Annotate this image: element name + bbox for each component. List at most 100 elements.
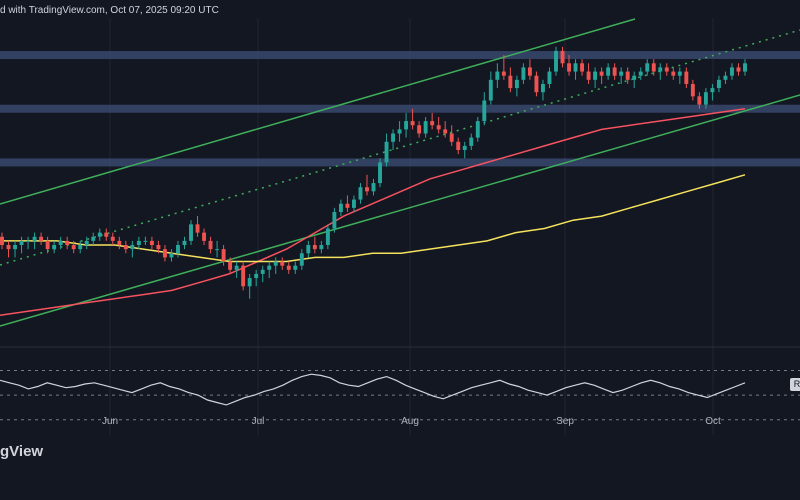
candle-body	[97, 232, 102, 237]
candle-body	[684, 71, 689, 84]
horizontal-zone-2	[0, 104, 800, 113]
candle-body	[527, 67, 532, 76]
candle-body	[0, 236, 4, 246]
tradingview-logo: gView	[0, 443, 44, 460]
candle-body	[143, 240, 148, 242]
candle-body	[599, 71, 604, 76]
candle-body	[228, 261, 233, 270]
candle-body	[280, 261, 285, 266]
candle-body	[312, 245, 317, 250]
candle-body	[482, 100, 487, 122]
candle-body	[156, 245, 161, 250]
x-tick-label: Oct	[705, 416, 721, 427]
candle-body	[306, 245, 311, 254]
candle-body	[736, 67, 741, 72]
candle-body	[338, 203, 343, 212]
candle-body	[404, 121, 409, 130]
candle-body	[104, 232, 109, 237]
candle-body	[456, 141, 461, 151]
candle-body	[13, 245, 17, 250]
candle-body	[254, 273, 259, 279]
candle-body	[703, 92, 708, 105]
candle-body	[658, 67, 663, 72]
horizontal-zone-3	[0, 158, 800, 167]
candle-body	[716, 79, 721, 89]
candle-body	[671, 71, 676, 76]
candle-body	[645, 63, 650, 72]
candle-body	[6, 245, 11, 250]
candle-body	[690, 83, 695, 97]
candle-body	[475, 121, 480, 138]
candle-body	[65, 240, 70, 246]
channel-upper-line	[0, 18, 636, 205]
candle-body	[606, 67, 611, 76]
candle-body	[123, 245, 128, 250]
candle-body	[32, 236, 37, 241]
candle-body	[299, 253, 304, 266]
candle-body	[169, 253, 174, 258]
candle-body	[345, 203, 350, 208]
candle-body	[723, 75, 728, 80]
candle-body	[293, 265, 298, 270]
candle-body	[247, 278, 252, 287]
candle-body	[573, 63, 578, 72]
candle-body	[202, 232, 206, 241]
rsi-value-tag: R	[790, 378, 800, 391]
candle-body	[221, 249, 226, 262]
channel-lower-line	[0, 94, 800, 327]
candle-body	[176, 245, 180, 254]
candle-body	[430, 121, 435, 126]
candle-body	[521, 67, 526, 80]
channel-mid-dotted-line	[0, 29, 800, 266]
candle-body	[410, 121, 415, 126]
candle-body	[567, 63, 571, 72]
candle-body	[541, 83, 545, 93]
candle-body	[638, 71, 643, 76]
candle-body	[358, 187, 363, 200]
candle-body	[554, 50, 558, 72]
candle-body	[241, 265, 246, 287]
candle-body	[710, 88, 715, 93]
x-tick-label: Aug	[401, 416, 419, 427]
candle-body	[501, 71, 506, 76]
candle-body	[677, 71, 682, 76]
candle-body	[443, 129, 448, 134]
candle-body	[469, 137, 474, 146]
candle-body	[84, 240, 89, 246]
candle-body	[371, 183, 376, 192]
candle-body	[260, 269, 265, 274]
candle-body	[436, 125, 441, 130]
candle-body	[495, 71, 500, 80]
candle-body	[508, 75, 513, 89]
candle-body	[39, 236, 44, 241]
candle-body	[117, 240, 122, 246]
candle-body	[26, 240, 31, 242]
candle-body	[619, 71, 624, 76]
candle-body	[547, 71, 552, 84]
candle-body	[91, 236, 96, 241]
candle-body	[351, 199, 356, 208]
candle-body	[71, 245, 76, 250]
candle-body	[580, 63, 585, 72]
candle-body	[45, 240, 50, 250]
candle-body	[423, 121, 428, 134]
candle-body	[182, 240, 187, 246]
candle-body	[189, 224, 193, 241]
horizontal-zone-1	[0, 51, 800, 60]
candle-body	[560, 50, 565, 64]
candle-body	[195, 224, 200, 233]
candle-body	[651, 63, 656, 72]
candle-body	[319, 245, 324, 250]
candle-body	[384, 141, 389, 163]
rsi-line	[0, 373, 746, 406]
candle-body	[130, 245, 135, 250]
candle-body	[534, 75, 539, 93]
candle-body	[332, 211, 337, 229]
candle-body	[110, 236, 115, 241]
ma-orange-line	[0, 107, 746, 316]
candle-body	[417, 125, 422, 134]
candle-body	[593, 71, 598, 80]
candle-body	[462, 145, 467, 151]
candle-body	[215, 249, 220, 251]
